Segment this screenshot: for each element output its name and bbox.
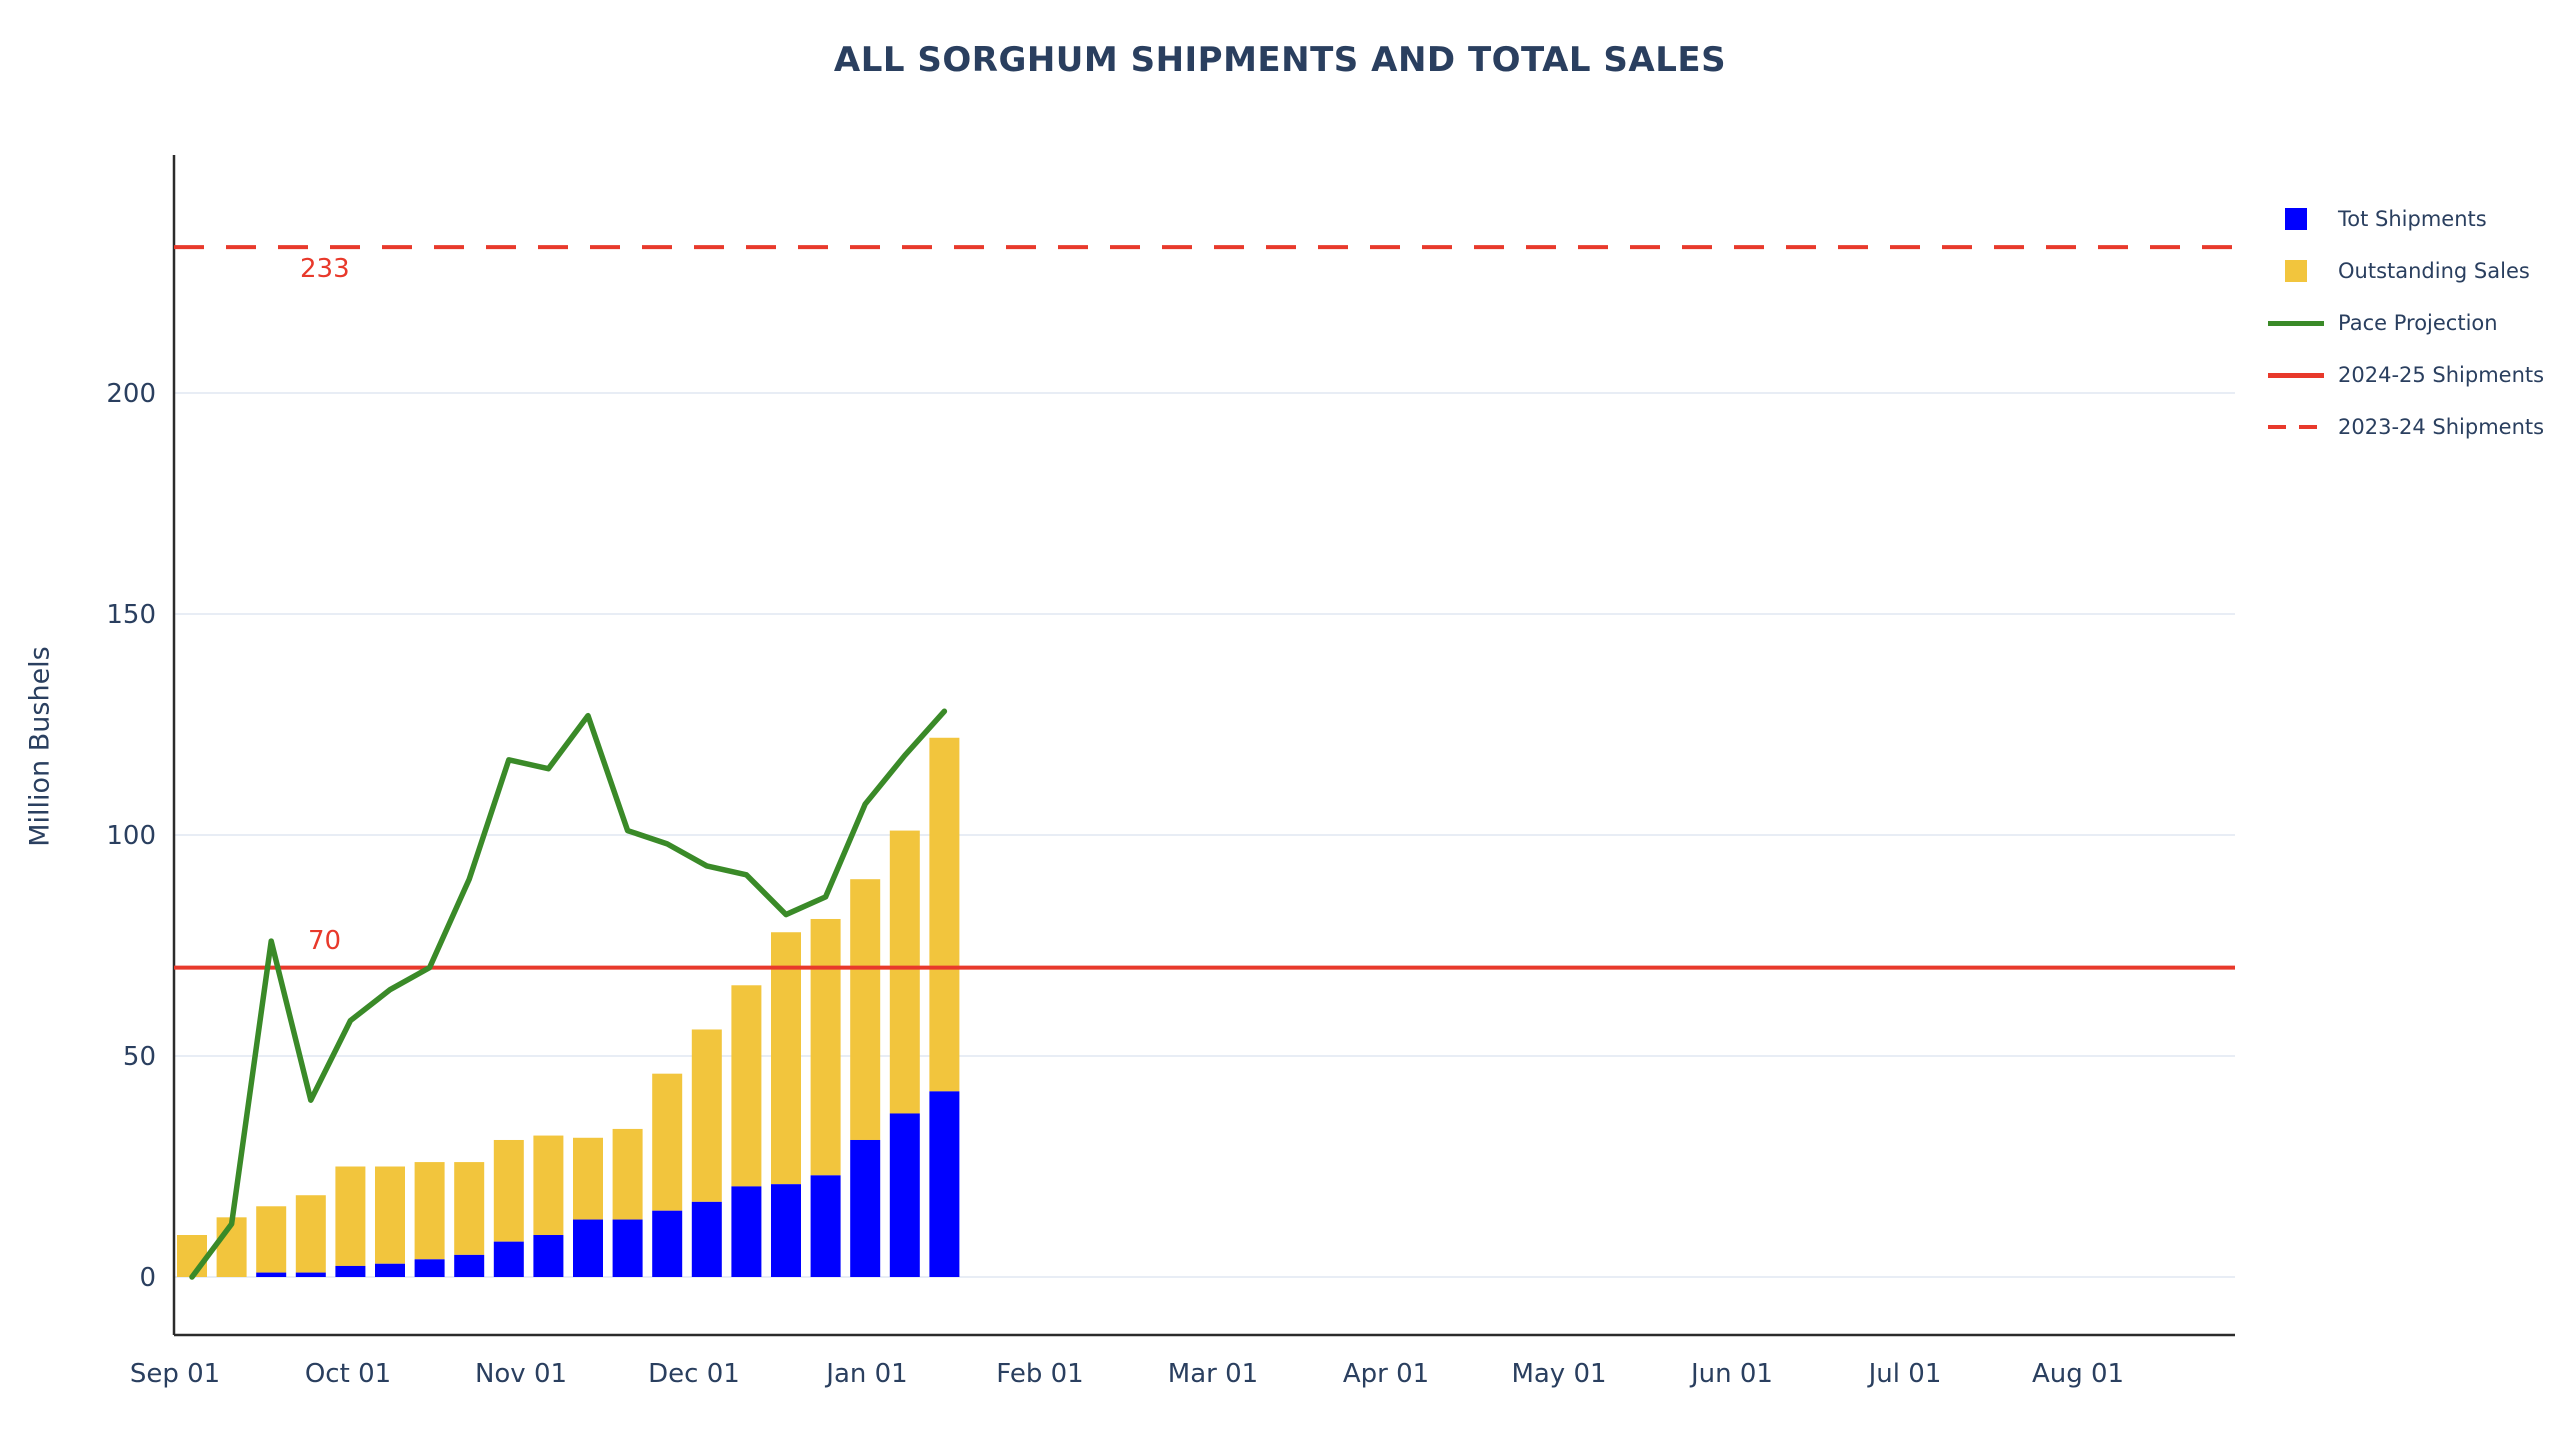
legend-marker-line-icon (2268, 320, 2324, 326)
bar-tot-shipments[interactable] (929, 1091, 960, 1277)
bar-tot-shipments[interactable] (810, 1175, 841, 1277)
legend-item-2023-24-shipments[interactable]: 2023-24 Shipments (2268, 401, 2560, 453)
x-tick-label-jan-01: Jan 01 (824, 1359, 907, 1389)
legend-marker-square-icon (2268, 208, 2324, 230)
y-tick-label-150: 150 (106, 600, 156, 630)
bar-tot-shipments[interactable] (295, 1272, 326, 1277)
bar-tot-shipments[interactable] (533, 1235, 564, 1277)
bar-tot-shipments[interactable] (454, 1254, 485, 1277)
legend-label: 2023-24 Shipments (2338, 415, 2545, 439)
legend-label: Outstanding Sales (2338, 259, 2530, 283)
bar-tot-shipments[interactable] (256, 1272, 287, 1277)
legend-item-2024-25-shipments[interactable]: 2024-25 Shipments (2268, 349, 2560, 401)
bar-outstanding-sales[interactable] (533, 1135, 564, 1236)
bar-tot-shipments[interactable] (691, 1201, 722, 1277)
bar-outstanding-sales[interactable] (850, 879, 881, 1140)
legend-swatch (2285, 260, 2307, 282)
x-tick-label-feb-01: Feb 01 (996, 1359, 1083, 1389)
bar-tot-shipments[interactable] (652, 1210, 683, 1277)
legend-swatch (2268, 320, 2324, 326)
bar-outstanding-sales[interactable] (771, 932, 801, 1185)
bar-tot-shipments[interactable] (731, 1186, 762, 1277)
bar-tot-shipments[interactable] (850, 1139, 881, 1277)
y-tick-label-0: 0 (139, 1263, 156, 1293)
bar-tot-shipments[interactable] (573, 1219, 603, 1277)
bar-tot-shipments[interactable] (375, 1263, 405, 1277)
bar-outstanding-sales[interactable] (731, 985, 762, 1187)
y-tick-label-200: 200 (106, 379, 156, 409)
bar-outstanding-sales[interactable] (573, 1137, 603, 1220)
legend-marker-square-icon (2268, 260, 2324, 282)
bar-outstanding-sales[interactable] (810, 918, 841, 1176)
legend-marker-line-icon (2268, 372, 2324, 378)
bar-outstanding-sales[interactable] (295, 1195, 326, 1273)
bar-outstanding-sales[interactable] (414, 1162, 445, 1260)
y-tick-label-100: 100 (106, 821, 156, 851)
x-tick-label-nov-01: Nov 01 (475, 1359, 567, 1389)
legend-label: 2024-25 Shipments (2338, 363, 2545, 387)
legend-swatch (2285, 208, 2307, 230)
bar-outstanding-sales[interactable] (375, 1166, 405, 1264)
pace-projection-line[interactable] (189, 708, 948, 1280)
legend-item-pace-projection[interactable]: Pace Projection (2268, 297, 2560, 349)
page-title: ALL SORGHUM SHIPMENTS AND TOTAL SALES (833, 40, 1727, 80)
legend-marker-dash-icon (2268, 425, 2324, 429)
hline-label-2023-24: 233 (300, 254, 350, 284)
bar-tot-shipments[interactable] (335, 1265, 366, 1277)
bar-outstanding-sales[interactable] (493, 1139, 524, 1242)
x-tick-label-jul-01: Jul 01 (1867, 1359, 1942, 1389)
x-tick-label-oct-01: Oct 01 (305, 1359, 391, 1389)
bar-outstanding-sales[interactable] (612, 1128, 643, 1220)
legend-item-outstanding-sales[interactable]: Outstanding Sales (2268, 245, 2560, 297)
x-tick-label-jun-01: Jun 01 (1689, 1359, 1773, 1389)
x-tick-label-may-01: May 01 (1511, 1359, 1606, 1389)
x-tick-label-sep-01: Sep 01 (130, 1359, 220, 1389)
bar-outstanding-sales[interactable] (691, 1029, 722, 1202)
legend: Tot Shipments Outstanding Sales Pace Proje… (2268, 193, 2560, 453)
legend-label: Tot Shipments (2338, 207, 2487, 231)
legend-swatch (2268, 372, 2324, 378)
bar-outstanding-sales[interactable] (889, 830, 920, 1114)
y-tick-label-50: 50 (123, 1042, 156, 1072)
bar-tot-shipments[interactable] (889, 1113, 920, 1277)
bar-outstanding-sales[interactable] (652, 1073, 683, 1211)
bar-outstanding-sales[interactable] (335, 1166, 366, 1266)
bar-tot-shipments[interactable] (414, 1259, 445, 1277)
bar-tot-shipments[interactable] (771, 1184, 801, 1277)
legend-swatch (2268, 425, 2324, 429)
bar-tot-shipments[interactable] (612, 1219, 643, 1277)
x-tick-label-dec-01: Dec 01 (648, 1359, 740, 1389)
x-tick-label-mar-01: Mar 01 (1168, 1359, 1258, 1389)
legend-item-tot-shipments[interactable]: Tot Shipments (2268, 193, 2560, 245)
bar-tot-shipments[interactable] (493, 1241, 524, 1277)
hline-label-2024-25: 70 (308, 926, 342, 956)
x-tick-label-aug-01: Aug 01 (2032, 1359, 2124, 1389)
x-tick-label-apr-01: Apr 01 (1343, 1359, 1429, 1389)
bar-outstanding-sales[interactable] (256, 1206, 287, 1273)
legend-label: Pace Projection (2338, 311, 2498, 335)
bar-outstanding-sales[interactable] (454, 1162, 485, 1255)
bar-outstanding-sales[interactable] (929, 737, 960, 1092)
bar-outstanding-sales[interactable] (177, 1235, 207, 1277)
